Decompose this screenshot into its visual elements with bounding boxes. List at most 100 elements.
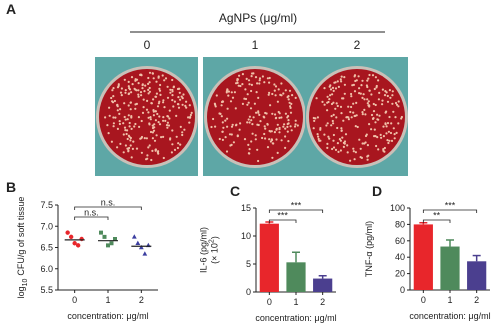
colony — [177, 106, 181, 109]
colony — [250, 119, 253, 122]
colony — [386, 122, 390, 125]
colony — [147, 92, 150, 95]
y-tick-label: 5 — [246, 259, 251, 269]
y-label-part: TNF-α (pg/ml) — [364, 221, 374, 277]
colony — [254, 138, 257, 141]
colony — [391, 102, 394, 105]
colony — [367, 77, 370, 80]
colony — [231, 123, 234, 126]
colony — [176, 146, 179, 150]
colony — [132, 140, 135, 143]
colony — [375, 84, 378, 88]
colony — [354, 151, 357, 154]
colony — [361, 142, 364, 145]
colony — [268, 91, 271, 94]
colony — [336, 142, 339, 145]
colony — [104, 116, 107, 119]
colony — [235, 82, 238, 85]
colony — [119, 108, 122, 111]
colony — [116, 105, 119, 108]
colony — [274, 85, 278, 88]
y-tick-label: 5.5 — [40, 285, 53, 295]
colony — [342, 145, 345, 148]
colony — [248, 148, 251, 151]
colony — [190, 111, 193, 114]
dot — [131, 234, 137, 239]
colony — [386, 139, 389, 142]
colony — [379, 133, 382, 136]
colony — [236, 135, 239, 138]
y-tick-label: 6.0 — [40, 264, 53, 274]
significance-bracket — [74, 206, 142, 210]
colony — [289, 111, 293, 114]
colony — [151, 72, 154, 75]
colony — [269, 104, 272, 107]
colony — [181, 103, 184, 106]
colony — [246, 93, 249, 96]
colony — [221, 138, 224, 141]
colony — [382, 148, 385, 151]
group-label: 1 — [252, 38, 259, 52]
colony — [163, 79, 166, 82]
y-tick-label: 7.5 — [40, 200, 53, 210]
colony — [239, 84, 242, 88]
colony — [171, 94, 174, 97]
dot — [138, 244, 144, 250]
colony — [226, 107, 229, 110]
colony — [152, 98, 155, 101]
colony — [289, 125, 292, 128]
dot — [135, 240, 141, 246]
colony — [153, 123, 156, 126]
colony — [173, 100, 176, 103]
colony — [375, 144, 378, 148]
colony — [366, 158, 369, 161]
colony — [129, 101, 132, 104]
colony — [291, 94, 294, 97]
colony — [147, 88, 150, 91]
colony — [112, 116, 115, 119]
colony — [234, 124, 238, 127]
colony — [124, 144, 127, 147]
y-tick-label: 10 — [241, 231, 251, 241]
colony — [247, 79, 251, 82]
colony — [181, 131, 184, 134]
colony — [106, 124, 109, 127]
colony — [363, 108, 366, 111]
colony — [321, 100, 324, 103]
colony — [184, 104, 187, 107]
colony — [146, 99, 149, 102]
x-tick-label: 2 — [139, 295, 144, 305]
colony — [130, 127, 133, 130]
bar — [286, 262, 306, 292]
colony — [323, 103, 326, 106]
colony — [124, 129, 127, 132]
colony — [394, 116, 397, 119]
colony — [354, 125, 357, 128]
colony — [138, 125, 141, 128]
colony — [210, 125, 213, 129]
colony — [266, 122, 269, 126]
colony — [259, 120, 262, 123]
colony — [148, 71, 152, 74]
colony — [214, 105, 217, 108]
colony — [329, 88, 333, 91]
y-label-part: (× 10 — [210, 243, 220, 264]
colony — [362, 93, 365, 96]
colony — [159, 83, 162, 87]
colony — [290, 129, 293, 132]
colony — [250, 83, 253, 86]
colony — [151, 131, 154, 134]
colony — [236, 79, 239, 82]
colony — [143, 90, 146, 93]
colony — [154, 119, 157, 122]
colony — [166, 121, 169, 124]
x-tick-label: 2 — [320, 297, 325, 307]
colony — [377, 148, 380, 151]
colony — [147, 111, 150, 114]
colony — [221, 100, 224, 103]
colony — [137, 89, 140, 92]
colony — [238, 128, 241, 131]
colony — [287, 122, 290, 125]
colony — [134, 122, 137, 126]
